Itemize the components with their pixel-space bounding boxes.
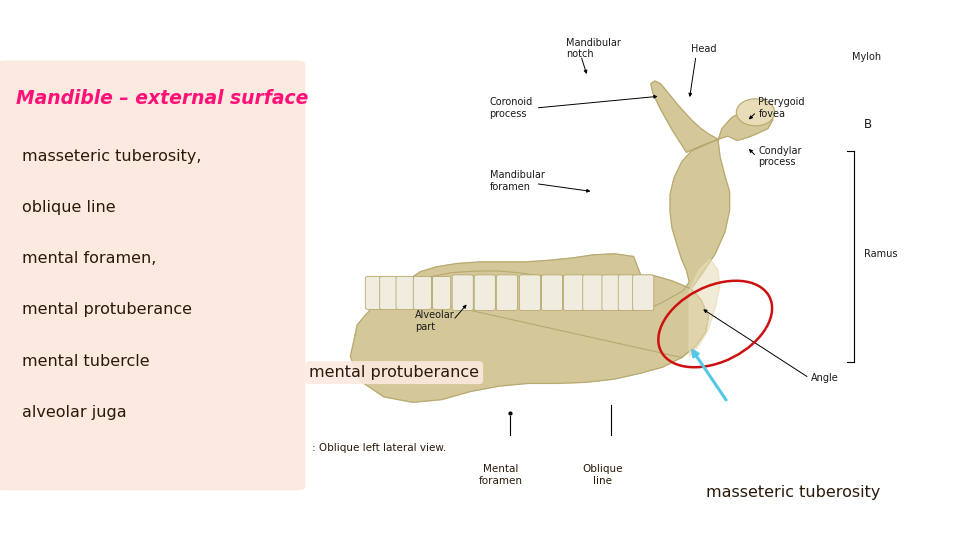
Text: Ramus: Ramus	[864, 249, 898, 259]
FancyBboxPatch shape	[365, 276, 384, 309]
Text: Pterygoid
fovea: Pterygoid fovea	[758, 97, 804, 119]
Text: Oblique
line: Oblique line	[583, 464, 623, 486]
Text: mental protuberance: mental protuberance	[309, 365, 479, 380]
FancyBboxPatch shape	[496, 275, 517, 310]
Text: Coronoid
process: Coronoid process	[490, 97, 533, 119]
FancyBboxPatch shape	[413, 276, 431, 309]
Text: masseteric tuberosity: masseteric tuberosity	[706, 485, 880, 500]
Text: Mental
foramen: Mental foramen	[479, 464, 523, 486]
FancyBboxPatch shape	[396, 276, 415, 309]
FancyBboxPatch shape	[564, 275, 585, 310]
Text: mental tubercle: mental tubercle	[22, 354, 150, 369]
FancyBboxPatch shape	[519, 275, 540, 310]
FancyBboxPatch shape	[474, 275, 495, 310]
Text: Angle: Angle	[811, 373, 839, 383]
Polygon shape	[350, 271, 708, 402]
FancyBboxPatch shape	[618, 275, 639, 310]
Text: Mandibular
notch: Mandibular notch	[566, 38, 621, 59]
Text: mental foramen,: mental foramen,	[22, 251, 156, 266]
FancyBboxPatch shape	[602, 275, 623, 310]
Ellipse shape	[736, 99, 775, 126]
Polygon shape	[689, 259, 720, 356]
Text: oblique line: oblique line	[22, 200, 116, 215]
Polygon shape	[398, 81, 773, 357]
Text: Myloh: Myloh	[852, 52, 881, 62]
FancyBboxPatch shape	[633, 275, 654, 310]
Text: alveolar juga: alveolar juga	[22, 405, 127, 420]
Text: Mandibular
foramen: Mandibular foramen	[490, 170, 544, 192]
Text: Mandible – external surface: Mandible – external surface	[16, 89, 309, 108]
FancyBboxPatch shape	[583, 275, 604, 310]
Text: : Oblique left lateral view.: : Oblique left lateral view.	[312, 443, 446, 453]
FancyBboxPatch shape	[432, 276, 451, 309]
FancyBboxPatch shape	[541, 275, 563, 310]
Text: B: B	[864, 118, 872, 131]
FancyBboxPatch shape	[380, 276, 398, 309]
FancyBboxPatch shape	[0, 60, 305, 490]
FancyBboxPatch shape	[452, 275, 473, 310]
Text: mental protuberance: mental protuberance	[22, 302, 192, 318]
Text: Condylar
process: Condylar process	[758, 146, 802, 167]
Text: masseteric tuberosity,: masseteric tuberosity,	[22, 148, 202, 164]
Text: Head: Head	[691, 44, 717, 53]
Text: Alveolar
part: Alveolar part	[415, 310, 454, 332]
